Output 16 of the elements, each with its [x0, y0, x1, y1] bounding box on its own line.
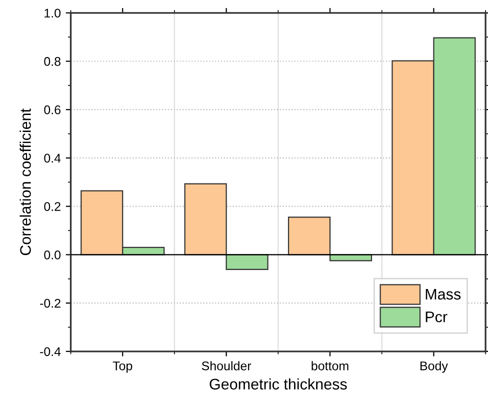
y-tick-label: 0.2 — [44, 202, 60, 211]
y-tick-label: 0.4 — [44, 154, 61, 163]
x-tick-label: Top — [112, 362, 132, 373]
legend-label: Pcr — [426, 312, 448, 322]
x-tick-label: Shoulder — [202, 361, 252, 370]
x-tick-label: bottom — [312, 361, 348, 370]
y-tick-label: 0.6 — [44, 105, 60, 114]
x-axis-title: Geometric thickness — [210, 378, 347, 390]
x-tick-label: Body — [420, 361, 448, 373]
y-axis-title: Correlation coefficient — [20, 108, 31, 256]
y-tick-label: -0.2 — [40, 298, 60, 308]
y-tick-label: -0.4 — [40, 347, 61, 356]
y-tick-label: 1.0 — [44, 8, 61, 18]
y-tick-label: 0.0 — [44, 250, 61, 260]
y-tick-label: 0.8 — [44, 57, 60, 66]
legend-label: Mass — [426, 288, 461, 300]
